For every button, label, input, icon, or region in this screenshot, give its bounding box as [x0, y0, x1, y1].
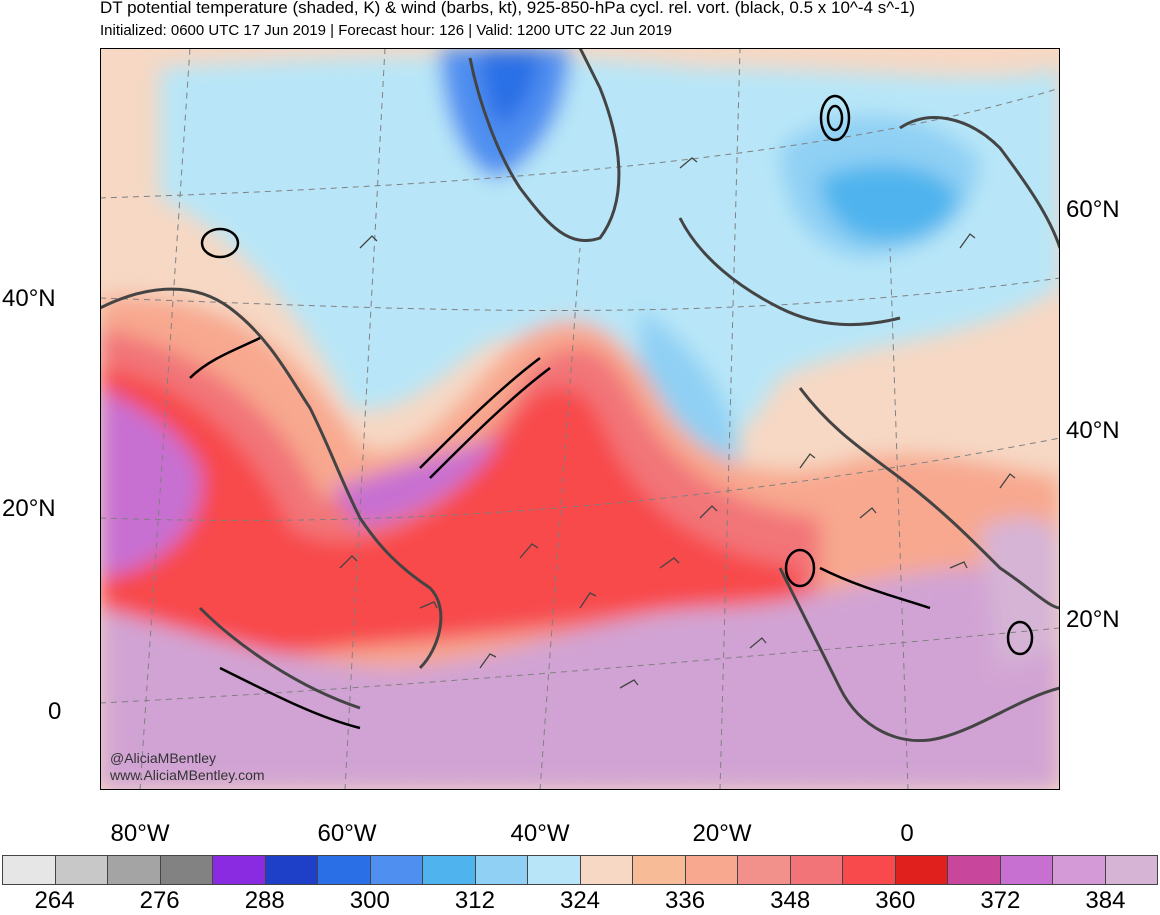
- colorbar-label: 348: [770, 887, 811, 914]
- lat-label-left-40n: 40°N: [2, 285, 56, 312]
- colorbar-swatch: [843, 856, 896, 884]
- colorbar-label: 336: [665, 887, 706, 914]
- colorbar-swatch: [528, 856, 581, 884]
- colorbar-swatch: [423, 856, 476, 884]
- colorbar-label: 312: [454, 887, 495, 914]
- weather-map: [100, 48, 1060, 790]
- colorbar-label: 324: [559, 887, 601, 914]
- colorbar-swatch: [55, 856, 108, 884]
- colorbar-swatch: [370, 856, 423, 884]
- lon-label-80w: 80°W: [110, 820, 170, 847]
- colorbar-label: 300: [349, 887, 390, 914]
- lon-label-60w: 60°W: [317, 820, 377, 847]
- lat-label-left-20n: 20°N: [2, 495, 56, 522]
- lat-label-right-60n: 60°N: [1066, 196, 1120, 223]
- colorbar-swatch: [948, 856, 1001, 884]
- colorbar-swatch: [1000, 856, 1053, 884]
- colorbar-swatch: [318, 856, 371, 884]
- colorbar-label: 360: [875, 887, 916, 914]
- lat-label-left-0: 0: [48, 698, 62, 725]
- lon-label-40w: 40°W: [510, 820, 570, 847]
- colorbar-label: 384: [1085, 887, 1126, 914]
- colorbar-label: 288: [244, 887, 285, 914]
- colorbar-swatch: [213, 856, 266, 884]
- colorbar-swatch: [580, 856, 633, 884]
- colorbar-swatch: [3, 856, 56, 884]
- colorbar: [2, 855, 1158, 885]
- colorbar-label: 372: [980, 887, 1021, 914]
- colorbar-swatch: [790, 856, 843, 884]
- colorbar-swatch: [108, 856, 161, 884]
- colorbar-swatch: [265, 856, 318, 884]
- credit-handle: @AliciaMBentley: [110, 750, 217, 766]
- credit-url: www.AliciaMBentley.com: [110, 767, 265, 783]
- lat-label-right-20n: 20°N: [1066, 606, 1120, 633]
- map-subtitle: Initialized: 0600 UTC 17 Jun 2019 | Fore…: [100, 22, 673, 39]
- colorbar-swatch: [738, 856, 791, 884]
- colorbar-swatch: [160, 856, 213, 884]
- colorbar-swatch: [475, 856, 528, 884]
- lon-label-0: 0: [900, 820, 914, 847]
- colorbar-swatch: [633, 856, 686, 884]
- colorbar-label: 276: [139, 887, 180, 914]
- lon-label-20w: 20°W: [692, 820, 752, 847]
- map-title: DT potential temperature (shaded, K) & w…: [100, 0, 915, 17]
- lat-label-right-40n: 40°N: [1066, 417, 1120, 444]
- colorbar-swatch: [1053, 856, 1106, 884]
- colorbar-label: 264: [34, 887, 75, 914]
- colorbar-swatch: [895, 856, 948, 884]
- colorbar-swatch: [685, 856, 738, 884]
- colorbar-swatch: [1105, 856, 1157, 884]
